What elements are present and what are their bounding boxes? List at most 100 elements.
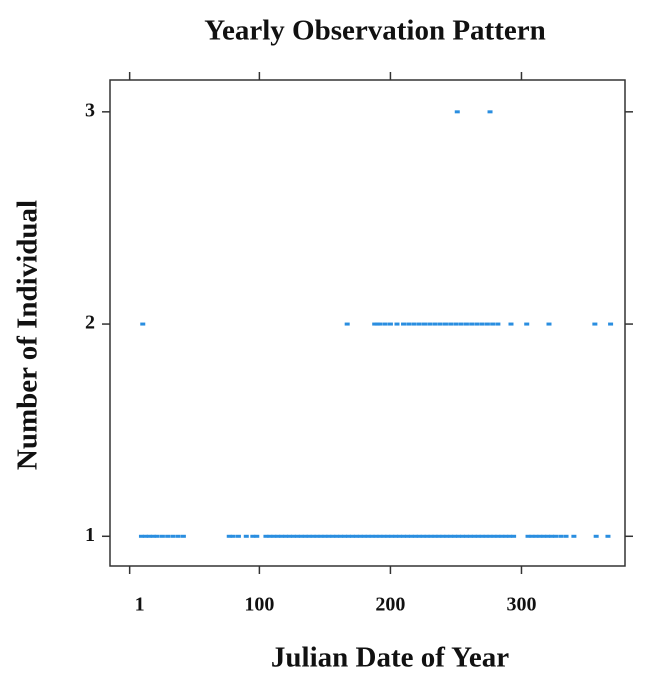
y-tick-label: 2 <box>85 312 95 334</box>
point <box>495 534 501 538</box>
point <box>393 534 399 538</box>
point <box>549 534 555 538</box>
point <box>349 534 355 538</box>
point <box>483 534 489 538</box>
point <box>592 322 598 326</box>
x-tick-label: 300 <box>506 594 536 616</box>
point <box>142 534 148 538</box>
point <box>424 534 430 538</box>
point <box>436 534 442 538</box>
point <box>326 534 332 538</box>
point <box>454 110 460 114</box>
point <box>294 534 300 538</box>
point <box>381 534 387 538</box>
point <box>338 534 344 538</box>
point <box>507 534 513 538</box>
point <box>382 322 388 326</box>
point <box>524 322 530 326</box>
point <box>533 534 539 538</box>
point <box>389 534 395 538</box>
point <box>334 534 340 538</box>
point <box>385 534 391 538</box>
point <box>474 322 480 326</box>
point <box>377 322 383 326</box>
point <box>344 322 350 326</box>
point <box>456 534 462 538</box>
point <box>469 322 475 326</box>
point <box>432 534 438 538</box>
point <box>558 534 564 538</box>
y-axis-label: Number of Individual <box>12 200 44 470</box>
point <box>416 534 422 538</box>
point <box>401 534 407 538</box>
point <box>330 534 336 538</box>
point <box>314 534 320 538</box>
point <box>404 534 410 538</box>
point <box>298 534 304 538</box>
point <box>310 534 316 538</box>
point <box>442 322 448 326</box>
x-tick-label: 1 <box>135 594 145 616</box>
point <box>287 534 293 538</box>
point <box>318 534 324 538</box>
point <box>263 534 269 538</box>
point <box>471 534 477 538</box>
point <box>608 322 614 326</box>
point <box>422 322 428 326</box>
point <box>412 534 418 538</box>
plot-frame <box>109 79 626 567</box>
point <box>365 534 371 538</box>
point <box>605 534 611 538</box>
point <box>322 534 328 538</box>
point <box>545 534 551 538</box>
point <box>437 322 443 326</box>
point <box>571 534 577 538</box>
point <box>243 534 249 538</box>
point <box>353 534 359 538</box>
point <box>448 322 454 326</box>
point <box>373 534 379 538</box>
point <box>546 322 552 326</box>
point <box>495 322 501 326</box>
x-tick-label: 100 <box>244 594 274 616</box>
point <box>479 534 485 538</box>
point <box>463 322 469 326</box>
point <box>408 534 414 538</box>
point <box>499 534 505 538</box>
point <box>154 534 160 538</box>
point <box>553 534 559 538</box>
point <box>230 534 236 538</box>
point <box>458 322 464 326</box>
y-tick-label: 3 <box>85 99 95 121</box>
point <box>484 322 490 326</box>
point <box>406 322 412 326</box>
point <box>508 322 514 326</box>
point <box>140 322 146 326</box>
point <box>490 322 496 326</box>
point <box>467 534 473 538</box>
point <box>357 534 363 538</box>
point <box>511 534 517 538</box>
point <box>394 322 400 326</box>
point <box>271 534 277 538</box>
point <box>361 534 367 538</box>
point <box>275 534 281 538</box>
point <box>377 534 383 538</box>
point <box>491 534 497 538</box>
point <box>235 534 241 538</box>
point <box>411 322 417 326</box>
point <box>525 534 531 538</box>
point <box>374 322 380 326</box>
point <box>479 322 485 326</box>
point <box>342 534 348 538</box>
point <box>427 322 433 326</box>
point <box>416 322 422 326</box>
point <box>226 534 232 538</box>
point <box>180 534 186 538</box>
point <box>175 534 181 538</box>
point <box>503 534 509 538</box>
point <box>444 534 450 538</box>
y-tick-label: 1 <box>85 524 95 546</box>
point <box>529 534 535 538</box>
